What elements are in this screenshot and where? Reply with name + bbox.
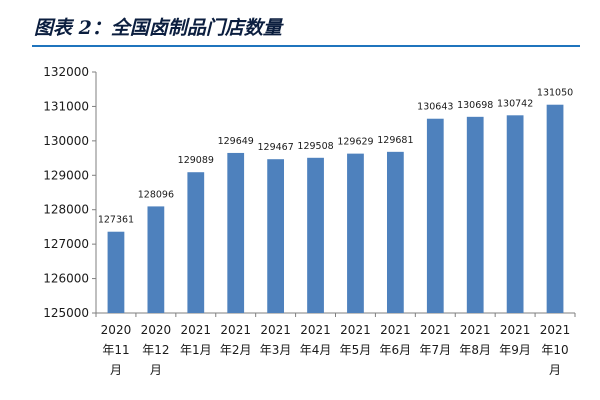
y-axis: 125000 126000 127000 128000 129000 130000 1310… bbox=[43, 65, 97, 320]
bar bbox=[107, 231, 125, 313]
x-tick-label: 2020 bbox=[101, 323, 132, 337]
bar bbox=[187, 172, 205, 313]
x-tick-label: 月 bbox=[549, 363, 561, 377]
x-tick-label: 2021 bbox=[420, 323, 451, 337]
x-tick-label: 2021 bbox=[540, 323, 571, 337]
x-tick-label: 年4月 bbox=[300, 343, 332, 357]
x-tick-label: 年8月 bbox=[459, 343, 491, 357]
data-label: 127361 bbox=[98, 215, 134, 226]
bar bbox=[546, 104, 564, 313]
x-tick-label: 年5月 bbox=[340, 343, 372, 357]
data-label: 129649 bbox=[218, 136, 254, 147]
bar bbox=[147, 206, 165, 313]
x-tick-label: 2021 bbox=[260, 323, 291, 337]
data-label: 129681 bbox=[377, 135, 413, 146]
x-tick-label: 2020 bbox=[141, 323, 172, 337]
data-label: 130698 bbox=[457, 100, 493, 111]
x-tick-label: 月 bbox=[110, 363, 122, 377]
bar-series bbox=[107, 104, 564, 314]
y-tick-label: 128000 bbox=[43, 203, 89, 217]
x-tick-label: 2021 bbox=[181, 323, 212, 337]
x-tick-label: 2021 bbox=[300, 323, 331, 337]
figure-title: 图表 2：全国卤制品门店数量 bbox=[34, 17, 282, 39]
y-tick-label: 126000 bbox=[43, 272, 89, 286]
y-tick-label: 129000 bbox=[43, 168, 89, 182]
bar bbox=[267, 159, 285, 313]
x-tick-label: 年11 bbox=[102, 343, 129, 357]
data-label: 129629 bbox=[337, 137, 373, 148]
y-tick-label: 127000 bbox=[43, 237, 89, 251]
y-tick-label: 132000 bbox=[43, 65, 89, 79]
x-tick-label: 年2月 bbox=[220, 343, 252, 357]
x-tick-label: 月 bbox=[150, 363, 162, 377]
y-tick-label: 131000 bbox=[43, 99, 89, 113]
data-label: 129467 bbox=[257, 142, 293, 153]
bar bbox=[307, 157, 324, 313]
bar bbox=[386, 151, 404, 313]
data-label: 130643 bbox=[417, 102, 453, 113]
x-tick-label: 年3月 bbox=[260, 343, 292, 357]
x-axis: 2020 年11 月 2020 年12 月 2021 年1月 2021 年2月 2021 年3月 202… bbox=[95, 312, 576, 377]
y-tick-label: 125000 bbox=[43, 306, 89, 320]
x-tick-label: 年6月 bbox=[380, 343, 412, 357]
bar bbox=[506, 115, 524, 313]
y-tick-label: 130000 bbox=[43, 134, 89, 148]
bar bbox=[426, 118, 444, 313]
data-label: 130742 bbox=[497, 98, 533, 109]
x-tick-label: 年12 bbox=[142, 343, 169, 357]
x-tick-label: 2021 bbox=[500, 323, 531, 337]
bar bbox=[227, 152, 245, 313]
x-tick-label: 2021 bbox=[380, 323, 411, 337]
data-label: 129508 bbox=[297, 141, 333, 152]
x-tick-label: 年7月 bbox=[419, 343, 451, 357]
data-label: 129089 bbox=[178, 155, 214, 166]
x-tick-label: 2021 bbox=[460, 323, 491, 337]
x-tick-label: 年10 bbox=[541, 343, 568, 357]
bar bbox=[347, 153, 364, 313]
x-tick-label: 2021 bbox=[340, 323, 371, 337]
x-tick-label: 2021 bbox=[220, 323, 251, 337]
x-tick-label: 年9月 bbox=[499, 343, 531, 357]
x-tick-label: 年1月 bbox=[180, 343, 212, 357]
title-rule bbox=[32, 45, 580, 47]
data-label: 128096 bbox=[138, 189, 174, 200]
data-label: 131050 bbox=[537, 88, 573, 99]
bar bbox=[466, 116, 484, 314]
